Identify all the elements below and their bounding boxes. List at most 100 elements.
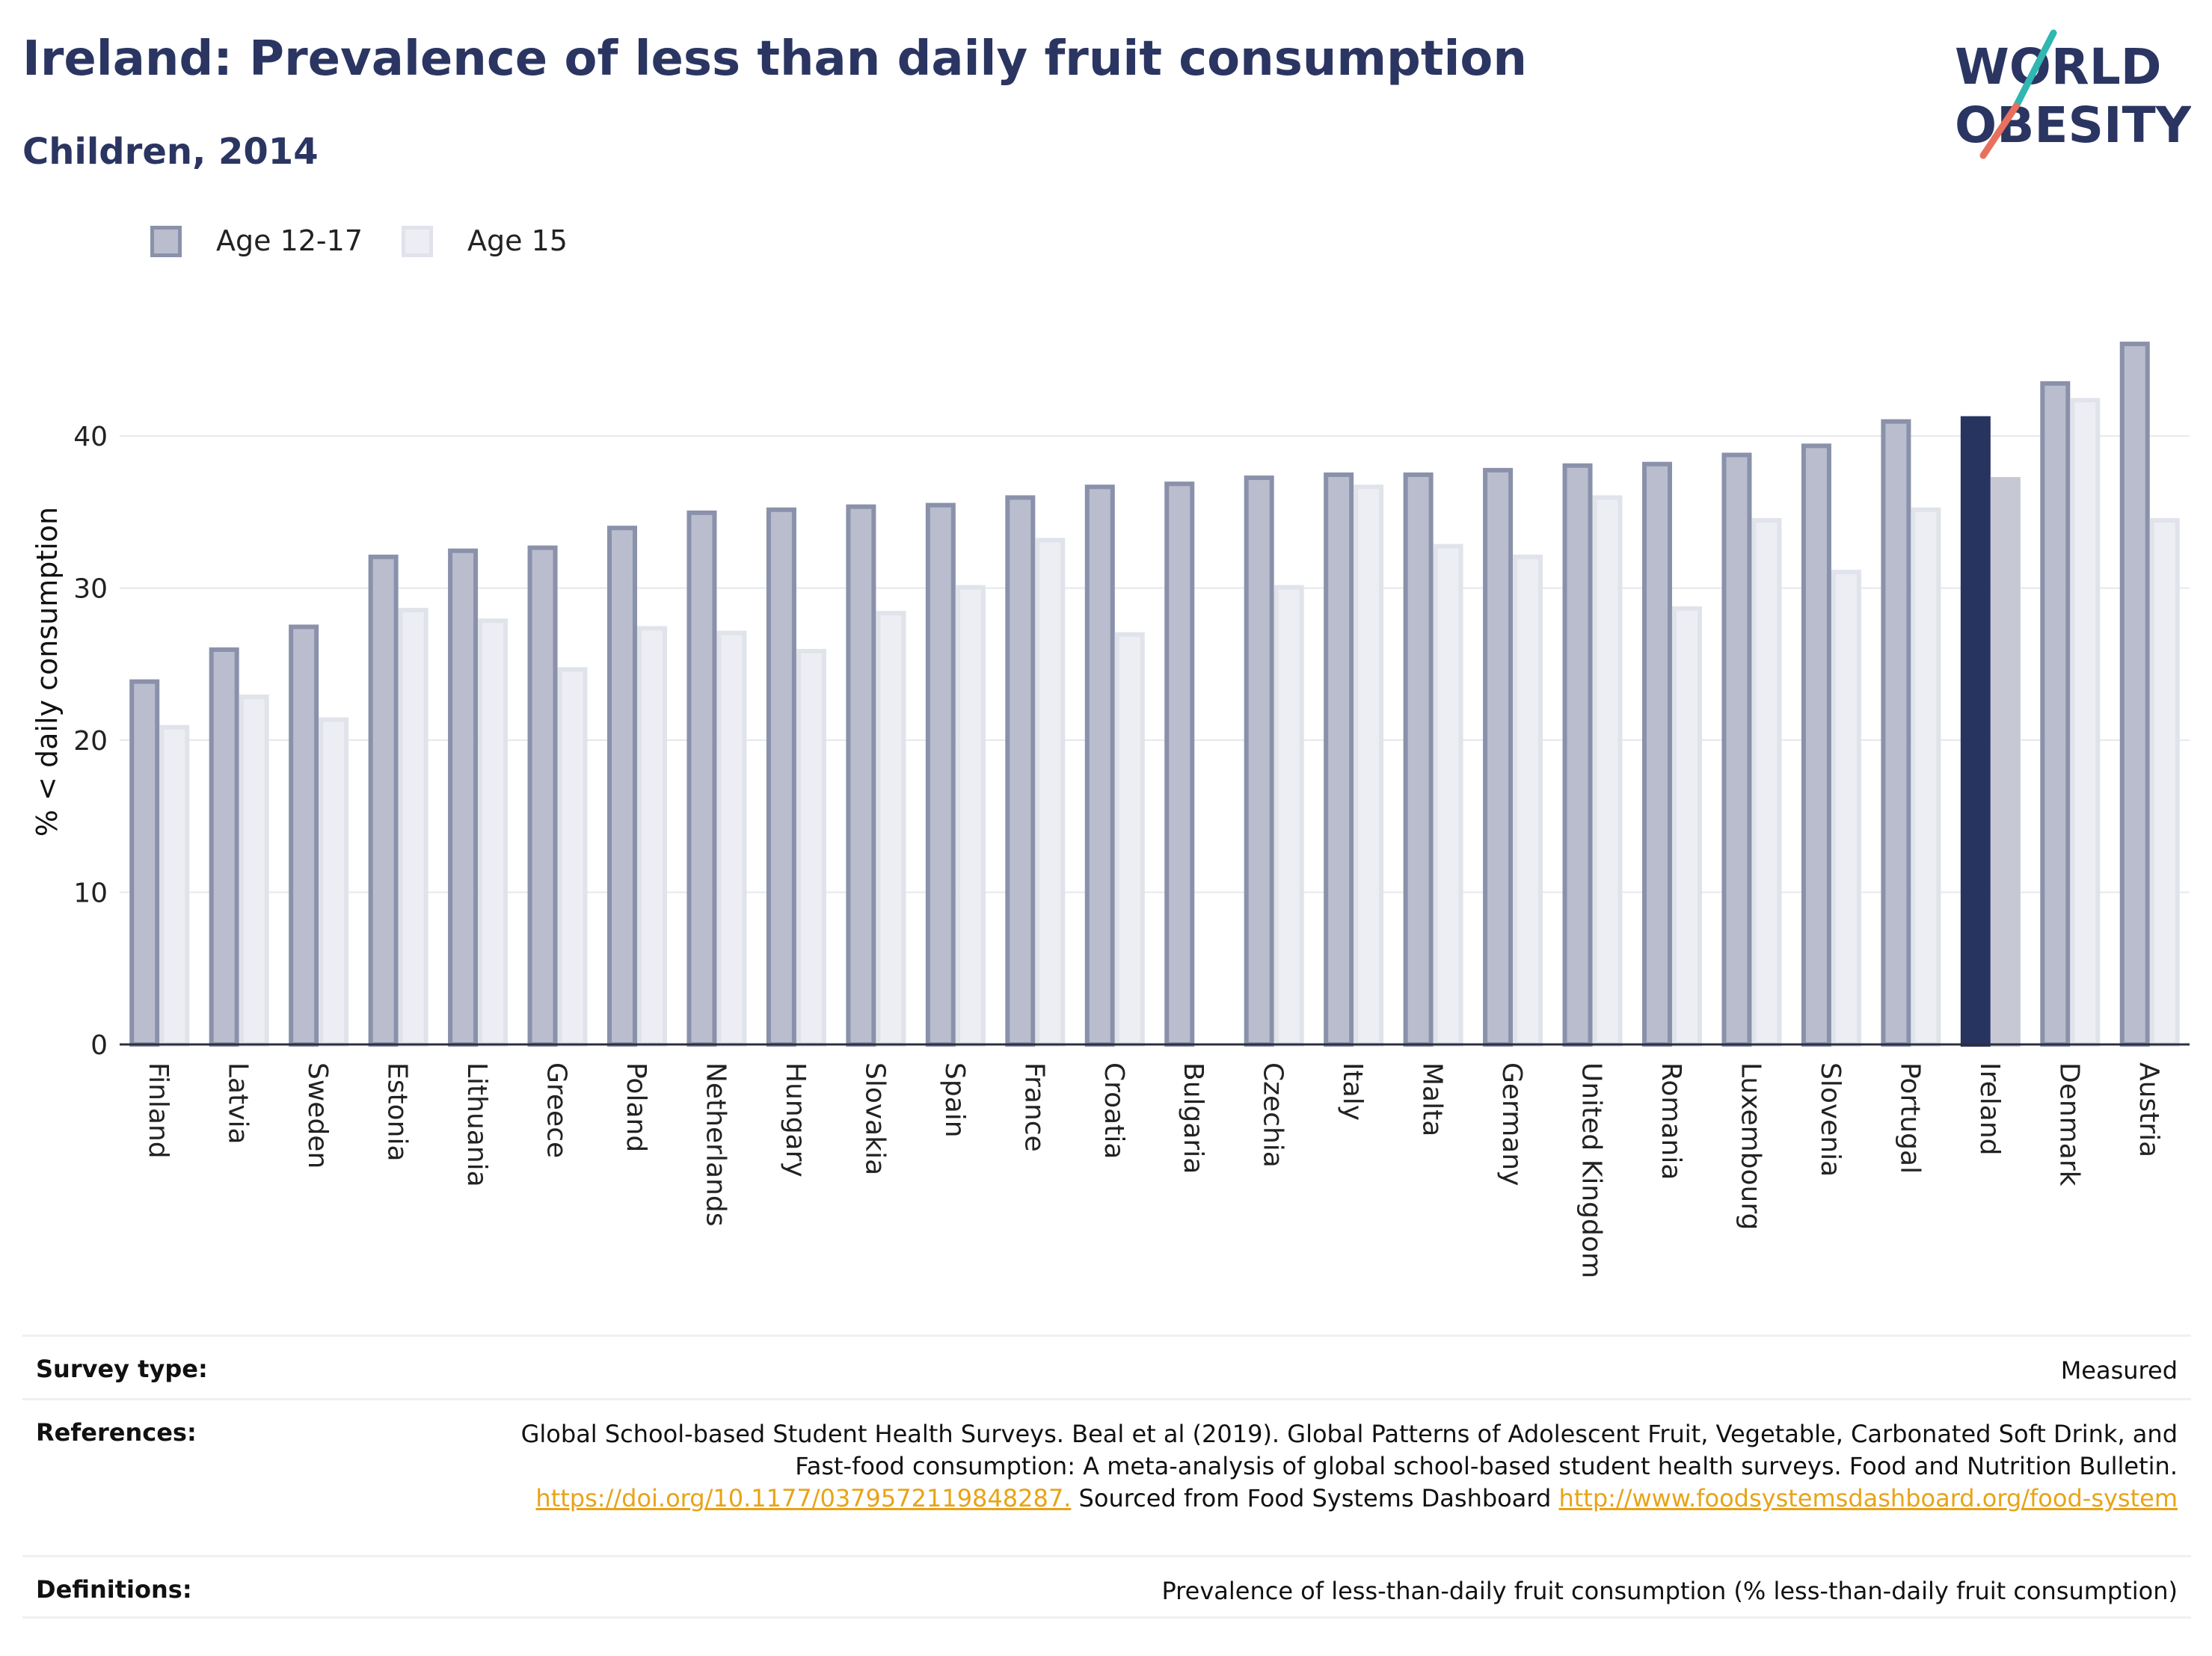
x-tick-label: Netherlands	[700, 1062, 731, 1226]
bar-age-15-latvia	[239, 695, 269, 1047]
definitions-label: Definitions:	[36, 1575, 192, 1604]
bar-age-15-czechia	[1274, 585, 1304, 1047]
bar-age-15-luxembourg	[1751, 517, 1782, 1047]
legend-swatch-age-12-17	[150, 226, 182, 257]
legend-label-age-15: Age 15	[467, 224, 568, 257]
bar-age-15-united-kingdom	[1592, 495, 1623, 1047]
x-tick-label: Spain	[939, 1062, 970, 1138]
bar-age-15-greece	[557, 667, 588, 1047]
bar-age-12-17-denmark	[2040, 381, 2071, 1047]
x-tick-label: Sweden	[302, 1062, 333, 1169]
x-tick-label: United Kingdom	[1576, 1062, 1607, 1278]
x-tick-label: Romania	[1656, 1062, 1686, 1180]
bar-age-15-finland	[159, 724, 190, 1047]
logo-line-1: WORLD	[1955, 38, 2162, 96]
x-tick-label: Greece	[541, 1062, 572, 1158]
bar-age-15-ireland	[1990, 477, 2021, 1047]
bar-age-12-17-germany	[1483, 467, 1514, 1047]
bar-age-15-austria	[2149, 517, 2180, 1047]
bar-age-15-estonia	[398, 608, 428, 1047]
axes: 0 10 20 30 40 % < daily consumption Finland Lat…	[31, 422, 2190, 1278]
bar-age-15-slovakia	[876, 611, 906, 1047]
page-title: Ireland: Prevalence of less than daily f…	[22, 31, 1527, 87]
x-tick-label: Ireland	[1974, 1062, 2005, 1156]
bar-age-12-17-poland	[607, 526, 637, 1047]
bar-age-15-slovenia	[1831, 570, 1861, 1047]
bar-age-12-17-greece	[527, 545, 558, 1047]
bar-age-15-lithuania	[478, 618, 509, 1047]
y-tick-label: 0	[90, 1030, 108, 1061]
x-tick-label: France	[1019, 1062, 1049, 1152]
references-label: References:	[36, 1418, 197, 1447]
references-text-2: Sourced from Food Systems Dashboard	[1078, 1484, 1552, 1512]
x-tick-label: Czechia	[1258, 1062, 1288, 1168]
bar-age-15-france	[1035, 538, 1066, 1047]
bar-age-15-spain	[955, 585, 986, 1047]
references-row: References: Global School-based Student …	[22, 1398, 2191, 1555]
x-tick-label: Germany	[1496, 1062, 1527, 1186]
bar-age-15-germany	[1513, 554, 1543, 1047]
x-tick-label: Portugal	[1894, 1062, 1925, 1174]
definitions-value: Prevalence of less-than-daily fruit cons…	[1161, 1577, 2178, 1605]
x-tick-label: Hungary	[780, 1062, 811, 1178]
x-tick-label: Finland	[143, 1062, 173, 1159]
bar-age-15-italy	[1354, 484, 1384, 1047]
references-link-dashboard[interactable]: http://www.foodsystemsdashboard.org/food…	[1558, 1484, 2178, 1512]
bar-age-12-17-finland	[129, 679, 160, 1047]
bar-age-15-romania	[1672, 606, 1702, 1047]
y-tick-label: 20	[73, 726, 108, 757]
x-tick-label: Italy	[1337, 1062, 1368, 1121]
bar-age-12-17-france	[1005, 495, 1036, 1047]
bar-age-15-malta	[1433, 544, 1463, 1047]
x-tick-label: Poland	[621, 1062, 651, 1152]
y-tick-label: 30	[73, 574, 108, 605]
bar-age-12-17-romania	[1642, 461, 1672, 1047]
bar-age-12-17-slovenia	[1801, 443, 1831, 1047]
bar-age-15-portugal	[1911, 507, 1941, 1047]
bar-age-15-sweden	[319, 717, 349, 1047]
x-tick-label: Latvia	[223, 1062, 254, 1145]
y-axis-title: % < daily consumption	[31, 507, 64, 837]
logo-slash-teal	[2012, 29, 2057, 110]
bar-age-12-17-ireland	[1960, 416, 1991, 1047]
x-tick-label: Lithuania	[461, 1062, 492, 1187]
references-value: Global School-based Student Health Surve…	[488, 1418, 2178, 1515]
bar-age-12-17-luxembourg	[1721, 452, 1752, 1047]
bar-age-15-hungary	[796, 648, 826, 1047]
legend-label-age-12-17: Age 12-17	[216, 224, 363, 257]
definitions-row: Definitions: Prevalence of less-than-dai…	[22, 1555, 2191, 1619]
bar-age-12-17-italy	[1324, 472, 1354, 1047]
bar-age-15-croatia	[1114, 632, 1145, 1047]
references-link-doi[interactable]: https://doi.org/10.1177/0379572119848287…	[535, 1484, 1072, 1512]
x-tick-label: Luxembourg	[1735, 1062, 1766, 1230]
survey-type-row: Survey type: Measured	[22, 1335, 2191, 1398]
x-tick-label: Slovakia	[859, 1062, 890, 1175]
bar-age-12-17-spain	[925, 502, 956, 1047]
bar-age-12-17-netherlands	[686, 510, 717, 1047]
bar-age-12-17-sweden	[289, 624, 319, 1047]
bar-age-12-17-croatia	[1084, 484, 1115, 1047]
x-tick-label: Malta	[1417, 1062, 1448, 1136]
x-tick-label: Bulgaria	[1178, 1062, 1208, 1174]
bar-age-12-17-estonia	[368, 554, 399, 1047]
bar-age-12-17-slovakia	[846, 504, 876, 1047]
x-tick-label: Slovenia	[1815, 1062, 1846, 1177]
bar-age-12-17-portugal	[1881, 419, 1911, 1047]
x-tick-label: Croatia	[1099, 1062, 1129, 1159]
logo-slash-coral	[1979, 102, 2020, 159]
gridlines	[120, 435, 2190, 893]
references-text-1: Global School-based Student Health Surve…	[520, 1420, 2178, 1480]
page-subtitle: Children, 2014	[22, 131, 319, 173]
x-tick-label: Austria	[2133, 1062, 2164, 1157]
x-tick-label: Estonia	[382, 1062, 413, 1162]
legend-swatch-age-15	[402, 226, 433, 257]
bar-age-12-17-lithuania	[448, 548, 479, 1047]
bar-age-12-17-bulgaria	[1164, 481, 1195, 1047]
bar-age-15-netherlands	[716, 630, 747, 1047]
survey-type-value: Measured	[2060, 1356, 2178, 1385]
bar-age-12-17-latvia	[209, 647, 239, 1047]
bar-age-12-17-austria	[2119, 341, 2150, 1047]
y-tick-label: 10	[73, 878, 108, 909]
x-tick-label: Denmark	[2053, 1062, 2084, 1186]
bar-age-12-17-united-kingdom	[1562, 463, 1593, 1047]
